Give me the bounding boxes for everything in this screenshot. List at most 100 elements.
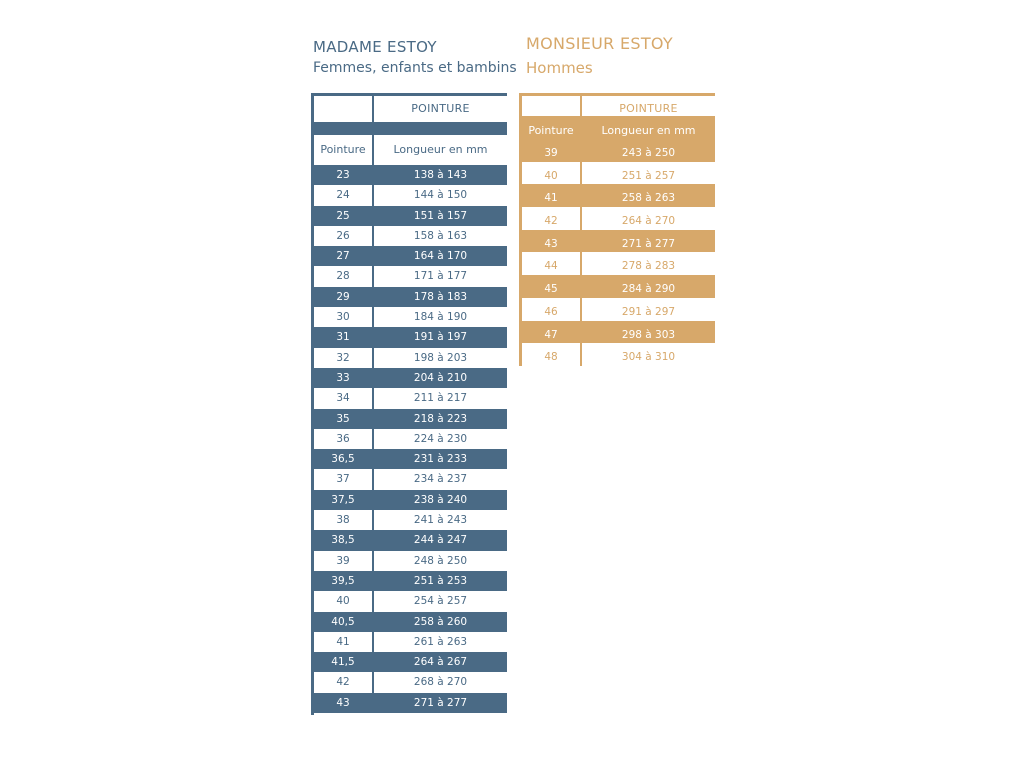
table-row: 32 198 à 203 [314,347,507,369]
madame-title: MADAME ESTOY [313,38,437,56]
size-cell: 29 [336,290,350,303]
table-row: 33 204 à 210 [314,367,507,389]
table-row: 40 254 à 257 [314,591,507,612]
length-cell: 144 à 150 [413,189,468,202]
table-row: 35 218 à 223 [314,408,507,429]
table-row: 26 158 à 163 [314,225,507,247]
size-cell: 40 [336,595,350,608]
size-cell: 27 [336,250,350,263]
column-header-longueur: Longueur en mm [393,143,488,156]
length-cell: 234 à 237 [413,473,468,486]
table-row: 40,5 258 à 260 [314,611,507,632]
length-cell: 224 à 230 [413,432,468,445]
size-cell: 41 [544,192,558,205]
madame-subtitle: Femmes, enfants et bambins [313,60,517,76]
length-cell: 248 à 250 [413,554,468,567]
table-row: 24 144 à 150 [314,185,507,206]
table-row: 39 248 à 250 [314,550,507,572]
length-cell: 251 à 253 [413,574,468,587]
table-row: 39,5 251 à 253 [314,570,507,592]
size-cell: 40,5 [331,615,355,628]
table-border [311,93,314,715]
madame-pointure-header: POINTURE [411,102,470,115]
size-cell: 39 [544,147,558,159]
length-cell: 204 à 210 [413,371,468,384]
monsieur-title: MONSIEUR ESTOY [526,34,673,53]
length-cell: 164 à 170 [413,250,468,263]
length-cell: 151 à 157 [413,209,468,222]
madame-column-headers: Pointure Longueur en mm [314,135,507,165]
length-cell: 298 à 303 [621,328,676,341]
size-cell: 36 [336,432,350,445]
size-cell: 33 [336,371,350,384]
length-cell: 251 à 257 [621,169,676,182]
monsieur-size-table: POINTURE Pointure Longueur en mm 39 243 à… [519,93,715,366]
length-cell: 268 à 270 [413,676,468,689]
size-cell: 24 [336,189,350,202]
length-cell: 271 à 277 [413,696,468,709]
table-row: 37,5 238 à 240 [314,489,507,511]
table-row: 27 164 à 170 [314,246,507,267]
length-cell: 138 à 143 [413,169,468,181]
monsieur-header: MONSIEUR ESTOY Hommes [526,34,673,77]
size-cell: 32 [336,351,350,364]
monsieur-pointure-header: POINTURE [619,102,678,115]
monsieur-subtitle: Hommes [526,59,593,77]
column-divider [372,93,374,135]
table-row: 48 304 à 310 [522,343,715,366]
size-cell: 42 [336,676,350,689]
madame-size-table: POINTURE Pointure Longueur en mm 23 138 à… [311,93,507,715]
size-cell: 38,5 [331,534,355,547]
size-cell: 34 [336,392,350,405]
length-cell: 304 à 310 [621,351,676,364]
column-header-pointure: Pointure [320,143,366,156]
size-cell: 40 [544,169,558,182]
size-cell: 47 [544,328,558,341]
column-divider [580,93,582,116]
table-border [519,93,715,96]
table-row: 37 234 à 237 [314,469,507,491]
length-cell: 254 à 257 [413,595,468,608]
table-row: 34 211 à 217 [314,388,507,409]
size-cell: 43 [544,237,558,250]
size-cell: 39 [336,554,350,567]
table-row: 41,5 264 à 267 [314,652,507,673]
table-row: 28 171 à 177 [314,266,507,288]
size-cell: 37 [336,473,350,486]
length-cell: 258 à 263 [621,192,676,205]
size-cell: 45 [544,283,558,296]
madame-rows: 23 138 à 143 24 144 à 150 25 151 à 157 26 158 à… [314,165,507,714]
table-row: 36 224 à 230 [314,428,507,450]
size-cell: 30 [336,311,350,324]
size-cell: 41 [336,635,350,648]
table-row: 47 298 à 303 [522,320,715,344]
table-row: 38 241 à 243 [314,510,507,531]
table-row: 42 268 à 270 [314,672,507,694]
length-cell: 284 à 290 [621,283,676,296]
size-cell: 25 [336,209,350,222]
length-cell: 191 à 197 [413,331,468,344]
size-cell: 35 [336,412,350,425]
length-cell: 231 à 233 [413,453,468,466]
size-cell: 36,5 [331,453,355,466]
madame-header: MADAME ESTOY Femmes, enfants et bambins [313,38,517,76]
table-row: 38,5 244 à 247 [314,530,507,551]
table-row: 41 258 à 263 [522,184,715,208]
monsieur-rows: 39 243 à 250 40 251 à 257 41 258 à 263 42 264 à… [522,139,715,366]
header-band [314,122,507,135]
size-cell: 26 [336,229,350,242]
table-row: 43 271 à 277 [314,692,507,714]
length-cell: 171 à 177 [413,270,468,283]
length-cell: 218 à 223 [413,412,468,425]
table-row: 23 138 à 143 [314,165,507,186]
column-header-longueur: Longueur en mm [601,124,696,137]
length-cell: 244 à 247 [413,534,468,547]
size-cell: 31 [336,331,350,344]
table-border [519,93,522,366]
size-cell: 43 [336,696,350,709]
length-cell: 271 à 277 [621,237,676,250]
length-cell: 291 à 297 [621,305,676,318]
size-cell: 23 [336,169,350,181]
length-cell: 243 à 250 [621,147,676,159]
table-row: 42 264 à 270 [522,207,715,230]
